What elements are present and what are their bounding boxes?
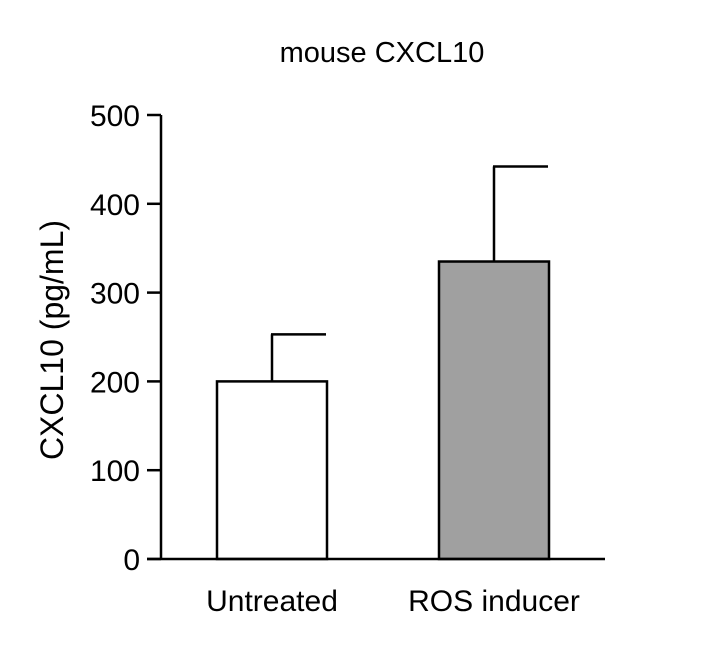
y-tick-label-1: 100	[90, 455, 140, 488]
x-tick-label-0: Untreated	[206, 585, 338, 618]
x-tick-label-1: ROS inducer	[408, 585, 580, 618]
y-axis-label: CXCL10 (pg/mL)	[34, 220, 70, 460]
bar-1	[437, 260, 551, 561]
y-tick-label-3: 300	[90, 278, 140, 311]
axes-layer: Untreated ROS inducer 0 100 200 300 400 500	[90, 100, 605, 618]
y-tick-label-2: 200	[90, 366, 140, 399]
y-tick-label-5: 500	[90, 100, 140, 133]
bars-layer	[215, 260, 551, 561]
y-tick-label-4: 400	[90, 189, 140, 222]
error-bars-layer	[270, 165, 548, 382]
y-tick-label-0: 0	[123, 544, 140, 577]
bar-0	[215, 380, 329, 561]
chart-title: mouse CXCL10	[280, 37, 485, 69]
